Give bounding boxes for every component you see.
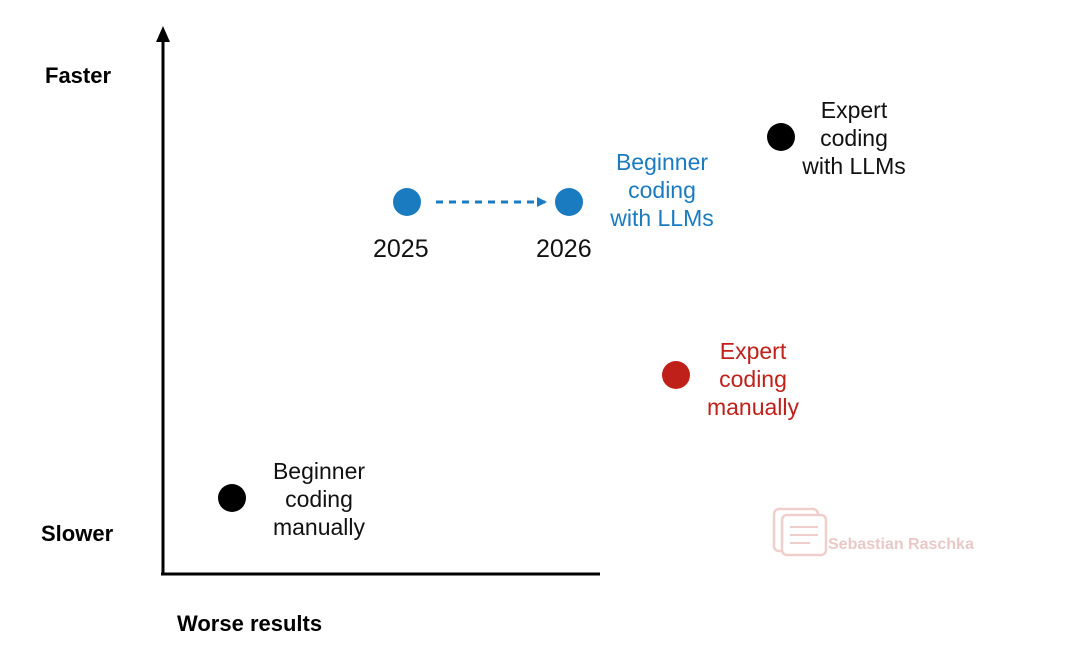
label-expert-llm-line3: with LLMs (802, 153, 906, 179)
label-beginner-llm-line2: coding (628, 177, 696, 203)
label-expert-manual-line3: manually (706, 394, 800, 420)
label-beginner-llm: Beginner coding with LLMs (594, 148, 730, 232)
label-beginner-manual-line1: Beginner (272, 458, 366, 484)
y-axis-label-slower: Slower (41, 521, 114, 546)
label-expert-llm-line2: coding (820, 125, 888, 151)
label-expert-llm-line1: Expert (820, 97, 888, 123)
year-label-from: 2025 (373, 235, 429, 263)
label-expert-manual: Expert coding manually (694, 337, 812, 421)
label-beginner-manual-line2: coding (285, 486, 353, 512)
label-beginner-llm-line1: Beginner (615, 149, 709, 175)
label-expert-manual-line1: Expert (719, 338, 787, 364)
label-expert-manual-line2: coding (719, 366, 787, 392)
label-beginner-manual-line3: manually (272, 514, 366, 540)
point-expert-llm (767, 123, 795, 151)
y-axis-label-faster: Faster (45, 63, 112, 88)
point-beginner-llm-2025 (393, 188, 421, 216)
label-expert-llm: Expert coding with LLMs (786, 96, 922, 180)
point-beginner-llm-2026 (555, 188, 583, 216)
point-beginner-manual (218, 484, 246, 512)
y-axis-arrowhead-icon (156, 26, 170, 42)
notebook-logo-icon (772, 507, 828, 557)
year-label-to: 2026 (536, 235, 592, 263)
watermark-text: Sebastian Raschka (828, 536, 974, 553)
label-beginner-llm-line3: with LLMs (610, 205, 714, 231)
label-beginner-manual: Beginner coding manually (258, 457, 380, 541)
x-axis-label-worse: Worse results (177, 611, 323, 636)
point-expert-manual (662, 361, 690, 389)
